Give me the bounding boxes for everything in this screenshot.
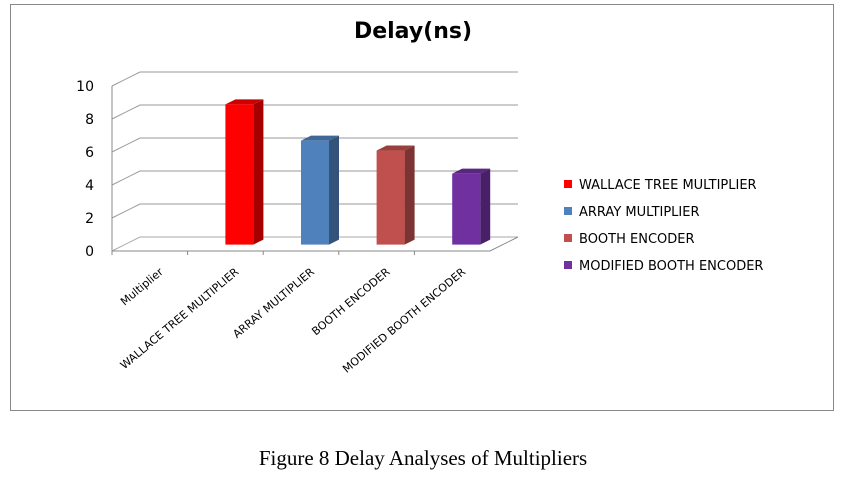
bar (301, 140, 329, 245)
bar-top (225, 99, 264, 105)
legend-label: WALLACE TREE MULTIPLIER (579, 178, 757, 193)
bar (225, 104, 254, 245)
legend-swatch (564, 180, 572, 188)
bar-side (329, 135, 339, 245)
y-tick-label: 0 (85, 244, 94, 260)
gridline (111, 71, 518, 87)
y-tick-label: 10 (76, 79, 94, 95)
y-tick-label: 4 (85, 178, 94, 194)
y-tick-label: 8 (85, 112, 94, 128)
legend-swatch (564, 207, 572, 215)
x-tick-label: Multiplier (118, 265, 166, 308)
figure-caption: Figure 8 Delay Analyses of Multipliers (258, 446, 588, 470)
gridline (111, 137, 518, 153)
bar-top (301, 135, 339, 141)
bar-top (376, 145, 415, 151)
bar-side (404, 145, 415, 245)
x-tick-label: MODIFIED BOOTH ENCODER (340, 265, 468, 376)
bar (452, 173, 481, 245)
bar-side (480, 168, 491, 245)
chart-frame (10, 4, 834, 411)
y-tick-label: 2 (85, 211, 94, 227)
legend-swatch (564, 234, 572, 242)
legend-label: BOOTH ENCODER (579, 232, 695, 247)
x-tick-label: WALLACE TREE MULTIPLIER (118, 265, 242, 372)
bar (376, 150, 405, 245)
bar-side (253, 99, 264, 245)
y-tick-label: 6 (85, 145, 94, 161)
legend-label: ARRAY MULTIPLIER (579, 205, 700, 220)
legend-label: MODIFIED BOOTH ENCODER (579, 259, 763, 274)
x-tick-label: BOOTH ENCODER (309, 265, 393, 338)
gridline (111, 104, 518, 120)
x-tick-label: ARRAY MULTIPLIER (230, 265, 317, 341)
legend-swatch (564, 261, 572, 269)
chart-title: Delay(ns) (354, 19, 472, 44)
x-axis-line (112, 236, 519, 252)
bar-top (452, 168, 491, 174)
